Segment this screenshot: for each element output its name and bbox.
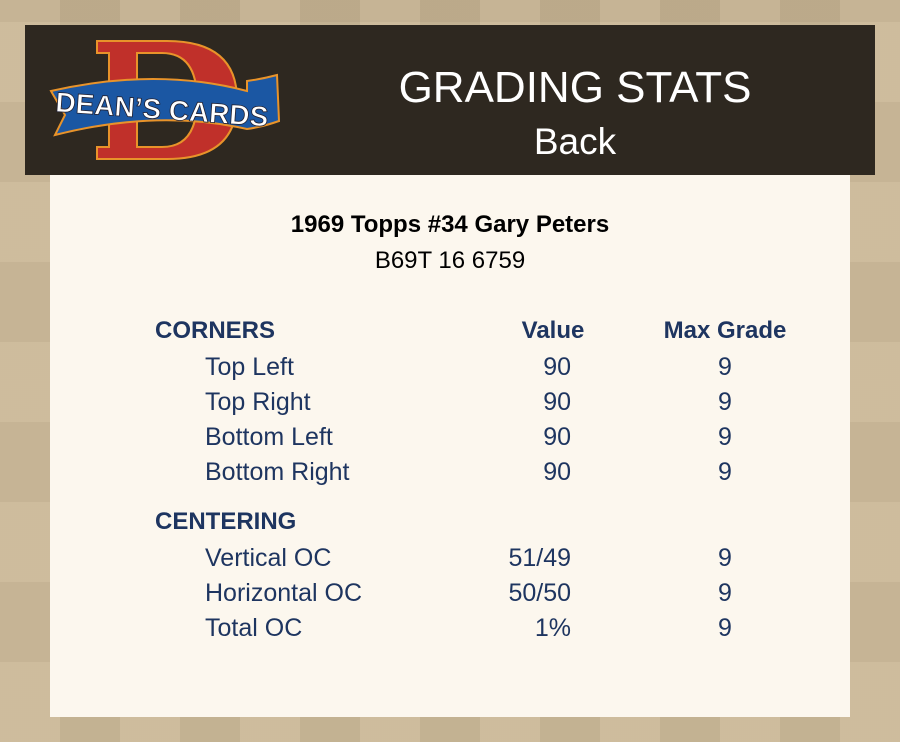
grading-card: 1969 Topps #34 Gary Peters B69T 16 6759 … [50, 175, 850, 717]
row-max-grade: 9 [718, 353, 732, 381]
row-max-grade: 9 [718, 544, 732, 572]
column-max-grade: Max Grade [663, 317, 787, 344]
row-label: Top Right [205, 388, 311, 416]
section-corners: CORNERS [155, 317, 276, 344]
row-value: 51/49 [508, 544, 571, 572]
row-max-grade: 9 [718, 458, 732, 486]
section-centering: CENTERING [155, 508, 297, 535]
row-value: 90 [543, 423, 571, 451]
row-value: 90 [543, 458, 571, 486]
row-label: Bottom Left [205, 423, 333, 451]
page-subtitle: Back [533, 121, 617, 162]
header: DEAN’S CARDS GRADING STATS Back [25, 25, 875, 175]
deans-cards-logo: DEAN’S CARDS [49, 40, 281, 160]
row-value: 1% [534, 614, 571, 642]
row-label: Top Left [205, 353, 294, 381]
row-label: Horizontal OC [205, 579, 362, 607]
card-title: 1969 Topps #34 Gary Peters [290, 211, 610, 238]
row-label: Vertical OC [205, 544, 332, 572]
page-title: GRADING STATS [398, 63, 752, 112]
row-max-grade: 9 [718, 423, 732, 451]
row-value: 90 [543, 353, 571, 381]
row-max-grade: 9 [718, 579, 732, 607]
row-label: Bottom Right [205, 458, 350, 486]
row-max-grade: 9 [718, 388, 732, 416]
column-value: Value [521, 317, 585, 344]
row-value: 50/50 [508, 579, 571, 607]
row-max-grade: 9 [718, 614, 732, 642]
row-label: Total OC [205, 614, 303, 642]
row-value: 90 [543, 388, 571, 416]
card-code: B69T 16 6759 [374, 247, 526, 274]
